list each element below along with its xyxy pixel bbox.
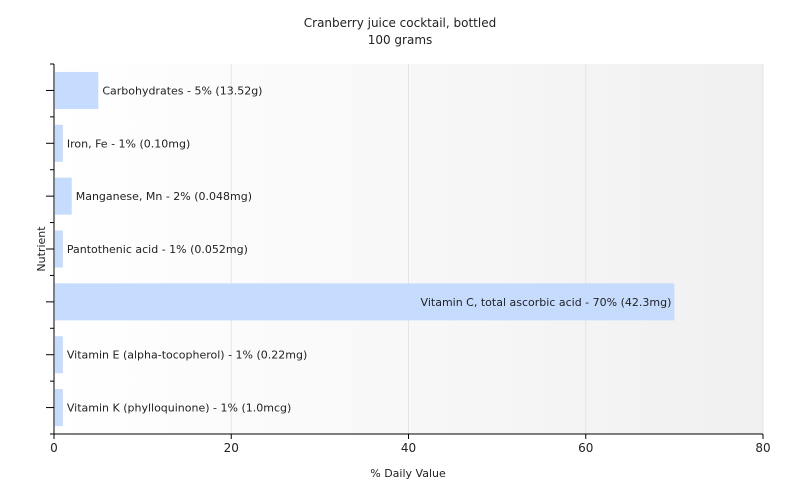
bar-5 — [55, 336, 63, 374]
bar-label-1: Iron, Fe - 1% (0.10mg) — [67, 137, 190, 150]
bar-1 — [55, 124, 63, 162]
bar-label-3: Pantothenic acid - 1% (0.052mg) — [67, 243, 248, 256]
chart-subtitle: 100 grams — [368, 33, 433, 47]
bar-label-2: Manganese, Mn - 2% (0.048mg) — [76, 190, 252, 203]
bar-4 — [55, 283, 675, 321]
bar-label-5: Vitamin E (alpha-tocopherol) - 1% (0.22m… — [67, 349, 307, 362]
x-axis-title: % Daily Value — [370, 467, 446, 480]
axes: 0 20 40 60 80 — [46, 63, 771, 455]
chart-title: Cranberry juice cocktail, bottled — [304, 16, 496, 30]
bar-6 — [55, 389, 63, 427]
x-tick-label-3: 60 — [578, 441, 593, 455]
bar-3 — [55, 230, 63, 268]
bar-2 — [55, 177, 72, 215]
x-tick-label-4: 80 — [755, 441, 770, 455]
x-tick-label-2: 40 — [401, 441, 416, 455]
bar-label-0: Carbohydrates - 5% (13.52g) — [102, 84, 262, 97]
x-tick-label-0: 0 — [50, 441, 58, 455]
bars: Carbohydrates - 5% (13.52g) Iron, Fe - 1%… — [55, 71, 675, 427]
y-axis-title: Nutrient — [35, 226, 48, 272]
bar-label-4: Vitamin C, total ascorbic acid - 70% (42… — [421, 296, 672, 309]
x-tick-label-1: 20 — [224, 441, 239, 455]
bar-label-6: Vitamin K (phylloquinone) - 1% (1.0mcg) — [67, 402, 291, 415]
bar-0 — [55, 71, 99, 109]
gridlines — [230, 64, 764, 434]
